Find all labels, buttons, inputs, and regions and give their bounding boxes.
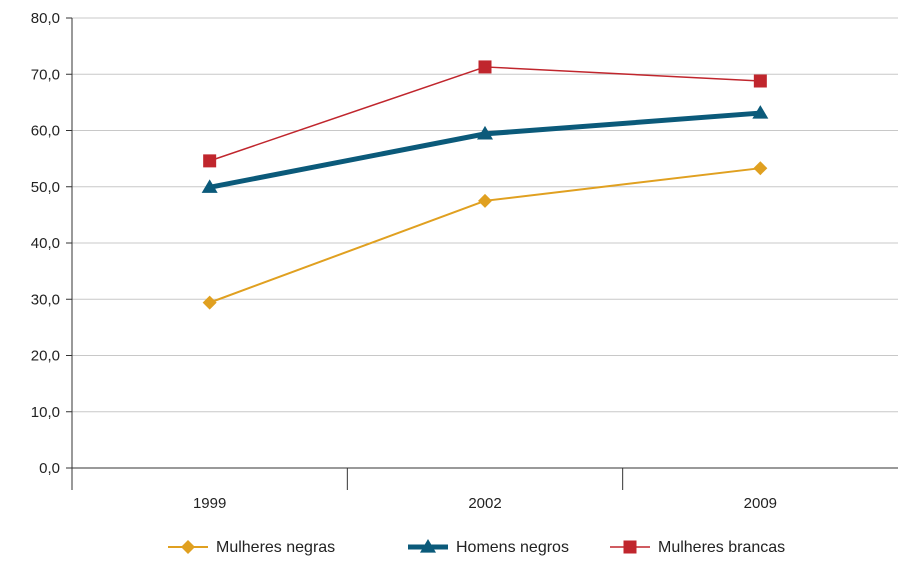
- y-tick-label: 40,0: [31, 235, 60, 252]
- y-tick-label: 0,0: [39, 460, 60, 477]
- data-point-mulheres-brancas: [753, 74, 767, 88]
- y-tick-label: 30,0: [31, 291, 60, 308]
- y-tick-label: 60,0: [31, 123, 60, 140]
- y-tick-label: 50,0: [31, 179, 60, 196]
- data-point-homens-negros: [477, 125, 493, 140]
- legend-label-mulheres-negras: Mulheres negras: [216, 539, 335, 556]
- x-tick-label: 2002: [468, 495, 501, 512]
- data-point-homens-negros: [201, 179, 218, 193]
- data-point-homens-negros: [752, 105, 769, 119]
- data-point-mulheres-brancas: [478, 60, 492, 74]
- series-line-homens-negros: [209, 110, 761, 190]
- legend-marker-mulheres-negras: [181, 540, 195, 554]
- y-tick-label: 70,0: [31, 66, 60, 83]
- data-point-mulheres-negras: [753, 161, 768, 176]
- data-point-mulheres-brancas: [203, 154, 217, 168]
- y-tick-label: 10,0: [31, 404, 60, 421]
- series-line-mulheres-negras: [209, 167, 761, 304]
- legend-marker-homens-negros: [420, 539, 436, 553]
- legend-label-homens-negros: Homens negros: [456, 539, 569, 556]
- y-tick-label: 80,0: [31, 10, 60, 27]
- y-tick-label: 20,0: [31, 348, 60, 365]
- data-point-mulheres-negras: [202, 295, 217, 310]
- data-point-mulheres-negras: [478, 193, 492, 208]
- legend-label-mulheres-brancas: Mulheres brancas: [658, 539, 785, 556]
- series-line-mulheres-brancas: [209, 66, 761, 162]
- x-tick-label: 1999: [193, 495, 226, 512]
- legend-marker-mulheres-brancas: [623, 540, 637, 554]
- x-tick-label: 2009: [744, 495, 777, 512]
